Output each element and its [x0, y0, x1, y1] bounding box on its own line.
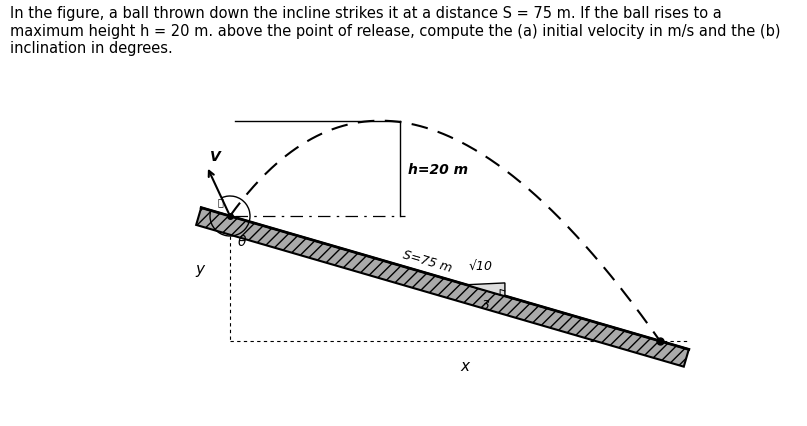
Text: x: x	[461, 359, 470, 374]
Text: S=75 m: S=75 m	[401, 248, 453, 274]
Text: θ: θ	[238, 234, 246, 248]
Text: h=20 m: h=20 m	[408, 162, 468, 176]
Text: y: y	[195, 262, 204, 276]
Polygon shape	[466, 283, 505, 296]
Text: √10: √10	[469, 259, 493, 272]
Polygon shape	[196, 208, 689, 367]
Text: 🧍: 🧍	[217, 196, 223, 207]
Text: In the figure, a ball thrown down the incline strikes it at a distance S = 75 m.: In the figure, a ball thrown down the in…	[10, 6, 780, 56]
Text: 3: 3	[482, 299, 490, 311]
Text: V: V	[210, 150, 220, 164]
